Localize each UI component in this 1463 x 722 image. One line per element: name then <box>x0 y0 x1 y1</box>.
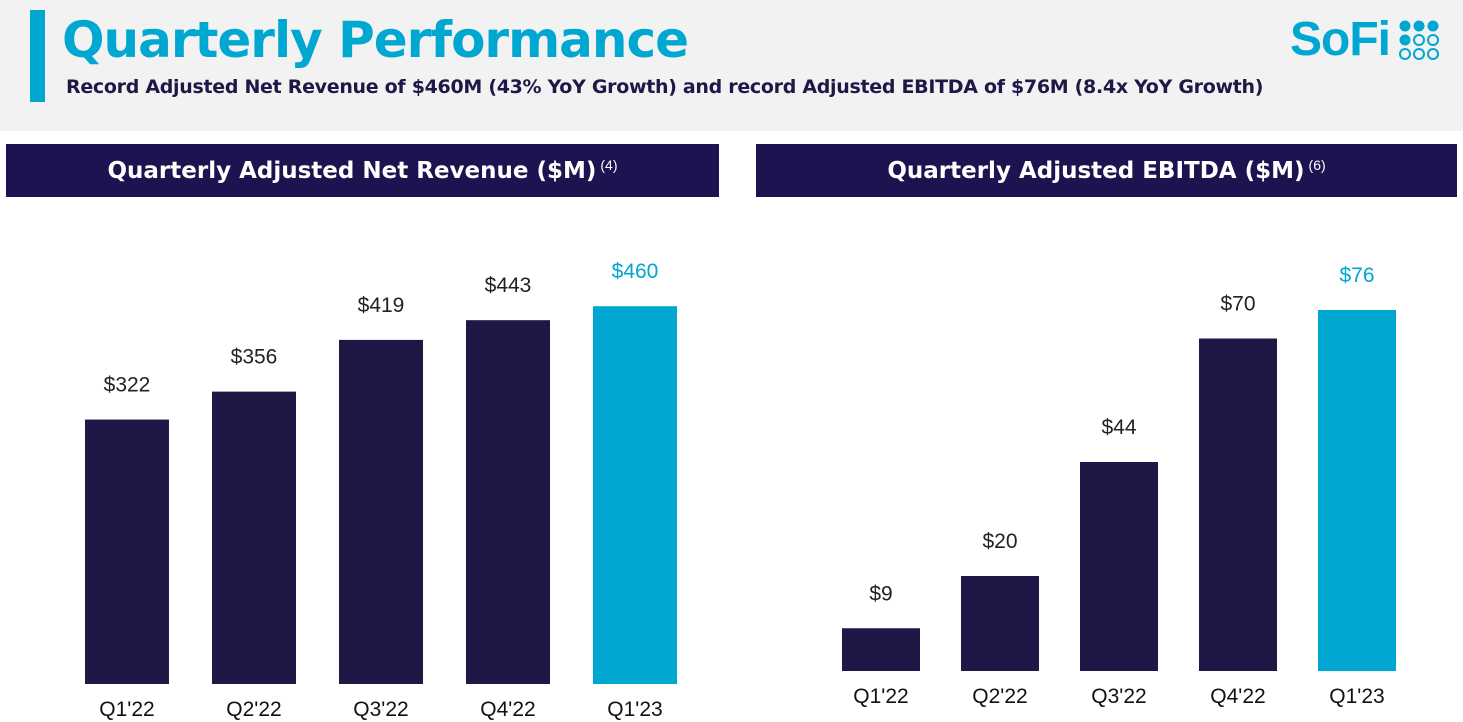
revenue-chart-footnote: (4) <box>600 156 618 173</box>
revenue-bar <box>339 339 423 684</box>
revenue-bar <box>593 306 677 684</box>
ebitda-chart-header: Quarterly Adjusted EBITDA ($M) (6) <box>756 144 1457 197</box>
revenue-bar <box>85 419 169 684</box>
revenue-chart-title: Quarterly Adjusted Net Revenue ($M) <box>107 157 597 184</box>
ebitda-chart-footnote: (6) <box>1308 156 1326 173</box>
ebitda-chart-title: Quarterly Adjusted EBITDA ($M) <box>887 157 1305 184</box>
revenue-value-label: $356 <box>231 346 278 369</box>
ebitda-value-label: $76 <box>1339 264 1374 287</box>
logo-text: SoFi <box>1290 13 1391 66</box>
ebitda-x-tick-label: Q3'22 <box>1091 685 1146 708</box>
ebitda-bar <box>1318 310 1396 671</box>
ebitda-value-label: $44 <box>1101 416 1136 439</box>
page-title: Quarterly Performance <box>62 11 689 69</box>
ebitda-x-tick-label: Q4'22 <box>1210 685 1265 708</box>
ebitda-bar-chart: $9 Q1'22 $20 Q2'22 $44 Q3'22 $70 Q4'22 $76 Q1'23 <box>842 264 1396 708</box>
ebitda-x-tick-label: Q1'22 <box>853 685 908 708</box>
page-subtitle: Record Adjusted Net Revenue of $460M (43… <box>66 76 1264 98</box>
ebitda-bar <box>842 628 920 671</box>
ebitda-value-label: $70 <box>1220 293 1255 316</box>
revenue-chart-header: Quarterly Adjusted Net Revenue ($M) (4) <box>6 144 719 197</box>
revenue-bar <box>212 391 296 684</box>
revenue-x-tick-label: Q3'22 <box>353 698 408 721</box>
ebitda-value-label: $9 <box>869 582 892 605</box>
revenue-x-tick-label: Q4'22 <box>480 698 535 721</box>
revenue-x-tick-label: Q1'22 <box>99 698 154 721</box>
sofi-logo: SoFi <box>1290 12 1442 68</box>
revenue-value-label: $419 <box>358 294 405 317</box>
ebitda-x-tick-label: Q2'22 <box>972 685 1027 708</box>
title-accent-bar <box>30 10 45 102</box>
ebitda-x-tick-label: Q1'23 <box>1329 685 1384 708</box>
ebitda-value-label: $20 <box>982 530 1017 553</box>
revenue-value-label: $322 <box>104 374 151 397</box>
sofi-dots-icon <box>1399 20 1439 60</box>
ebitda-bar <box>1080 462 1158 671</box>
revenue-value-label: $460 <box>612 260 659 283</box>
revenue-x-tick-label: Q1'23 <box>607 698 662 721</box>
ebitda-bar <box>1199 338 1277 671</box>
revenue-value-label: $443 <box>485 274 532 297</box>
ebitda-bar <box>961 576 1039 671</box>
revenue-bar <box>466 320 550 684</box>
revenue-x-tick-label: Q2'22 <box>226 698 281 721</box>
header: Quarterly Performance Record Adjusted Ne… <box>0 0 1463 131</box>
revenue-bar-chart: $322 Q1'22 $356 Q2'22 $419 Q3'22 $443 Q4'22 $460… <box>85 260 677 721</box>
